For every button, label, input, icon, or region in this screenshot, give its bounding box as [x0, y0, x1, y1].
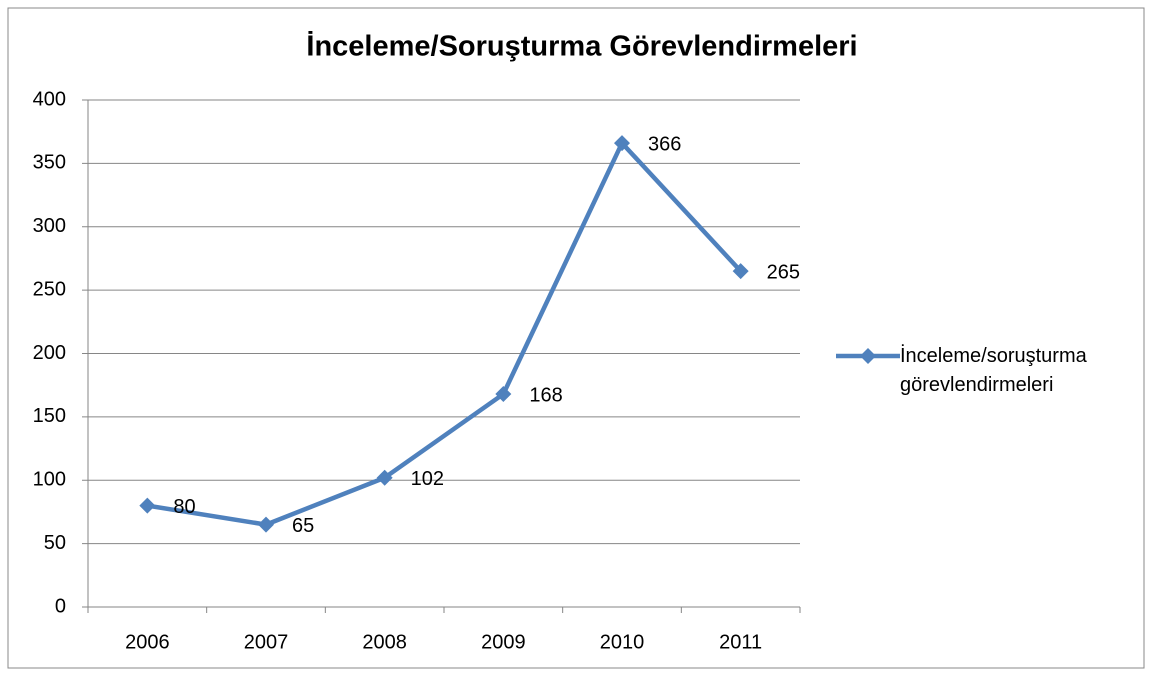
- series-line: [146, 140, 743, 527]
- data-label: 265: [767, 261, 800, 283]
- y-tick-label: 250: [33, 278, 66, 300]
- marker: [376, 469, 393, 486]
- y-tick-label: 400: [33, 88, 66, 110]
- y-tick-label: 300: [33, 215, 66, 237]
- x-tick-label: 2009: [481, 631, 526, 653]
- x-tick-label: 2006: [125, 631, 170, 653]
- data-label: 80: [173, 496, 195, 518]
- data-label: 65: [292, 515, 314, 537]
- x-tick-label: 2008: [362, 631, 407, 653]
- chart-title: İnceleme/Soruşturma Görevlendirmeleri: [306, 31, 857, 63]
- y-tick-label: 150: [33, 405, 66, 427]
- y-tick-label: 100: [33, 469, 66, 491]
- y-tick-label: 0: [55, 595, 66, 617]
- y-tick-label: 200: [33, 342, 66, 364]
- marker: [614, 135, 630, 152]
- marker: [139, 497, 156, 514]
- legend-marker: [860, 348, 876, 364]
- y-tick-label: 50: [44, 532, 66, 554]
- marker: [258, 516, 274, 533]
- x-tick-label: 2007: [244, 631, 289, 653]
- y-tick-label: 350: [33, 152, 66, 174]
- x-tick-label: 2011: [719, 631, 762, 653]
- marker: [495, 386, 512, 403]
- x-tick-label: 2010: [600, 631, 645, 653]
- data-label: 366: [648, 133, 681, 155]
- data-label: 168: [529, 384, 562, 406]
- data-label: 102: [411, 468, 444, 490]
- marker: [732, 263, 749, 280]
- legend-label: İnceleme/soruşturma görevlendirmeleri: [900, 345, 1087, 396]
- chart-border: [7, 7, 1145, 669]
